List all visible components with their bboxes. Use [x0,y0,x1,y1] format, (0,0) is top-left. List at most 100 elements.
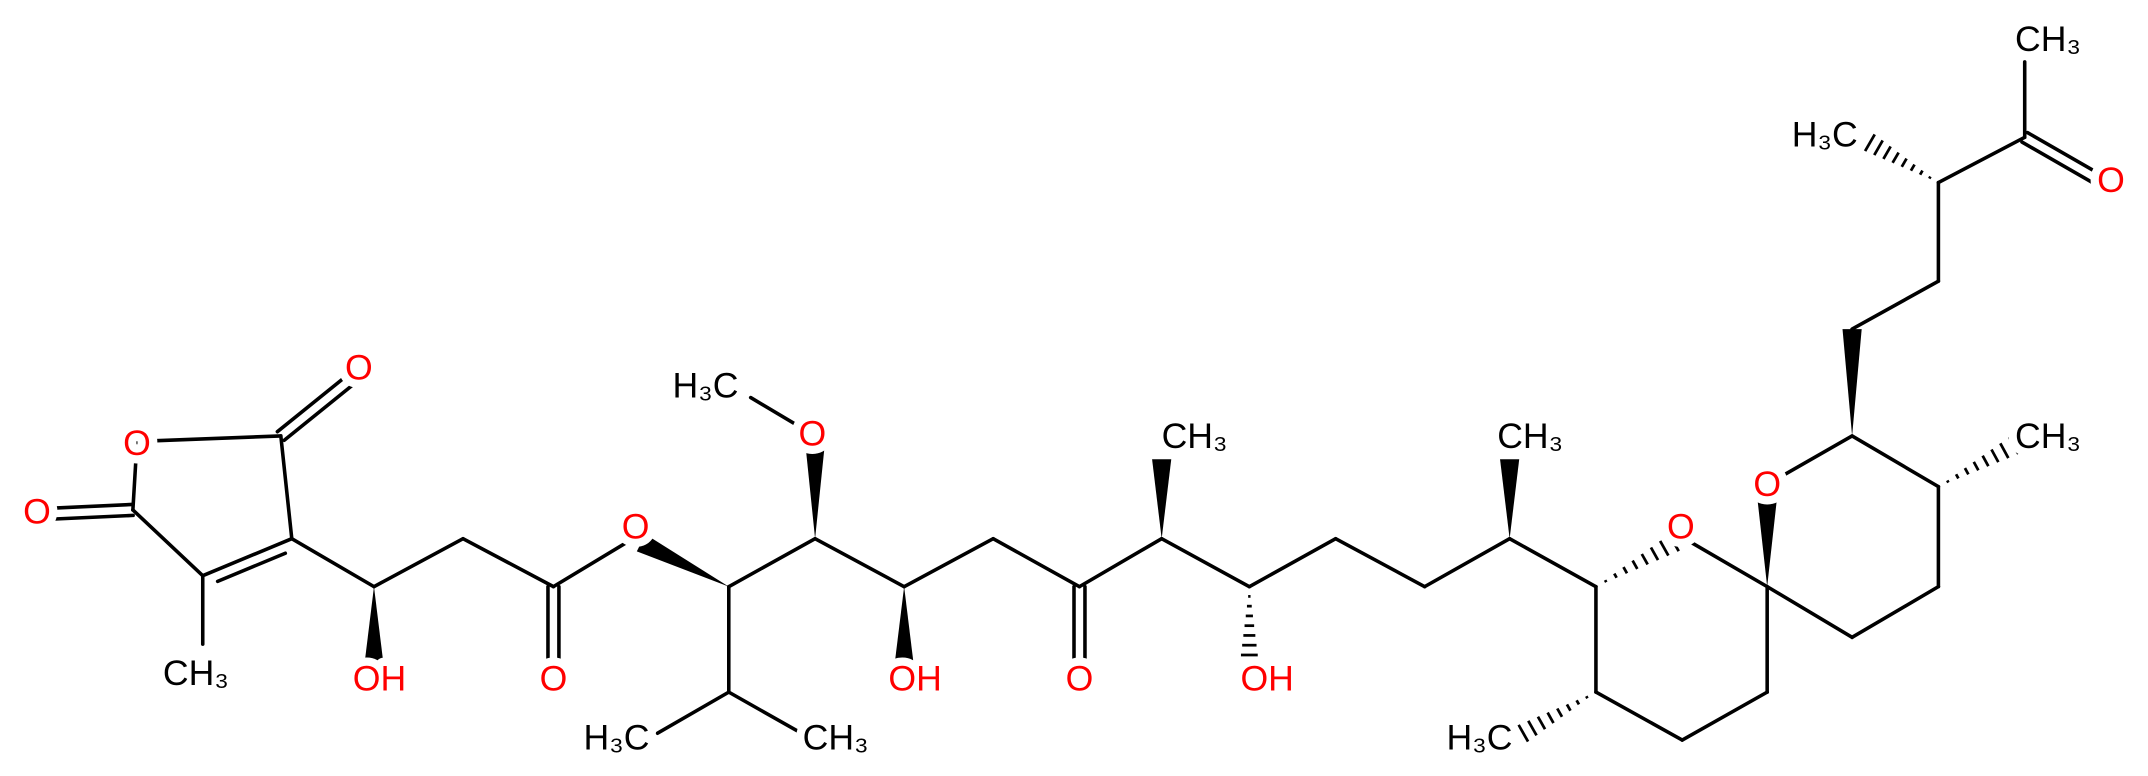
bond [991,536,1082,589]
hash-bond [1873,139,1884,156]
atom-label: CH₃ [1162,416,1228,456]
atom-label: O [798,413,826,453]
hash-bond [1631,559,1639,570]
atom-label: CH₃ [2015,19,2081,59]
bond [1690,541,1769,589]
hash-bond [1891,151,1900,164]
hash-bond [1527,720,1538,737]
atom-label: O [345,348,373,388]
atom-label: O [1667,507,1695,547]
bond [131,439,139,512]
bond [902,536,995,589]
bonds [41,60,2104,743]
atom-label: H₃C [583,717,649,757]
bond [1850,434,1941,489]
atom-label: CH₃ [2015,416,2081,456]
hash-bond [1954,473,1960,480]
bond [655,690,731,735]
bond [2025,130,2104,177]
bond [1507,536,1598,589]
bond [551,536,635,589]
bond [1850,279,1941,331]
atom-label: O [123,423,151,463]
atom-label: O [1753,464,1781,504]
wedge-bond [364,586,384,665]
wedge-bond [636,534,729,587]
atom-label: O [2097,160,2125,200]
hash-bond [1963,467,1970,476]
bond [1765,584,1854,640]
bond [813,536,906,589]
bond [748,395,811,434]
atom-label: OH [1240,659,1293,699]
hash-bond [1649,546,1660,561]
hash-bond [1863,133,1876,152]
bond [41,502,135,511]
bond [1333,536,1427,589]
bond [135,434,283,444]
hash-bond [1575,699,1581,706]
bond [290,536,376,589]
bond [279,434,294,541]
wedge-bond [1842,329,1862,436]
wedge-bond [1500,459,1520,539]
atom-label: CH₃ [163,653,229,693]
atom-label: OH [353,659,406,699]
hash-bond [1517,724,1530,743]
hash-bond [1585,695,1589,699]
hash-bond [1999,442,2010,459]
hash-bond [1928,175,1932,180]
hash-bond [1640,553,1649,566]
hash-bond [1546,711,1555,724]
atom-label: O [1066,659,1094,699]
atom-label: O [622,507,650,547]
hash-bond [1972,461,1980,471]
bond [372,536,465,589]
bond [1247,536,1338,589]
atom-label: OH [888,659,941,699]
atom-label: O [23,491,51,531]
hash-bond [2007,436,2020,455]
hash-bond [1909,163,1916,172]
hash-bond [1946,479,1950,484]
wedge-bond [894,586,914,665]
wedge-bond [805,445,825,539]
bond [282,375,365,442]
bond [727,690,804,735]
bond [1850,584,1941,640]
hash-bond [1990,448,2000,463]
atom-label: H₃C [1792,115,1858,155]
bond [1680,690,1769,742]
hash-bond [1613,572,1618,579]
bond [1936,135,2027,185]
hash-bond [1622,566,1629,575]
bond [131,508,205,578]
hash-bond [1565,703,1572,712]
atom-label: H₃C [673,365,739,405]
bond [215,551,288,584]
hash-bond [1658,540,1670,557]
atom-label: CH₃ [803,717,869,757]
hash-bond [1668,533,1680,552]
bond [1422,536,1512,589]
wedge-bond [1152,459,1172,539]
bond [2020,140,2098,187]
hash-bond [1882,145,1892,160]
hash-bond [1556,707,1564,718]
atom-label: CH₃ [1497,416,1563,456]
hash-bond [1603,579,1608,583]
bond [1773,434,1854,482]
hash-bond [1981,455,1990,467]
bond [1594,690,1685,742]
bond [200,536,294,578]
wedge-bond [1757,500,1777,587]
bond [727,536,817,589]
atom-label: H₃C [1447,717,1513,757]
atom-label: O [540,659,568,699]
hash-bond [1536,716,1547,730]
bond [42,513,135,522]
hash-bond [1900,157,1908,168]
bond [275,366,358,434]
bond [1159,536,1252,589]
